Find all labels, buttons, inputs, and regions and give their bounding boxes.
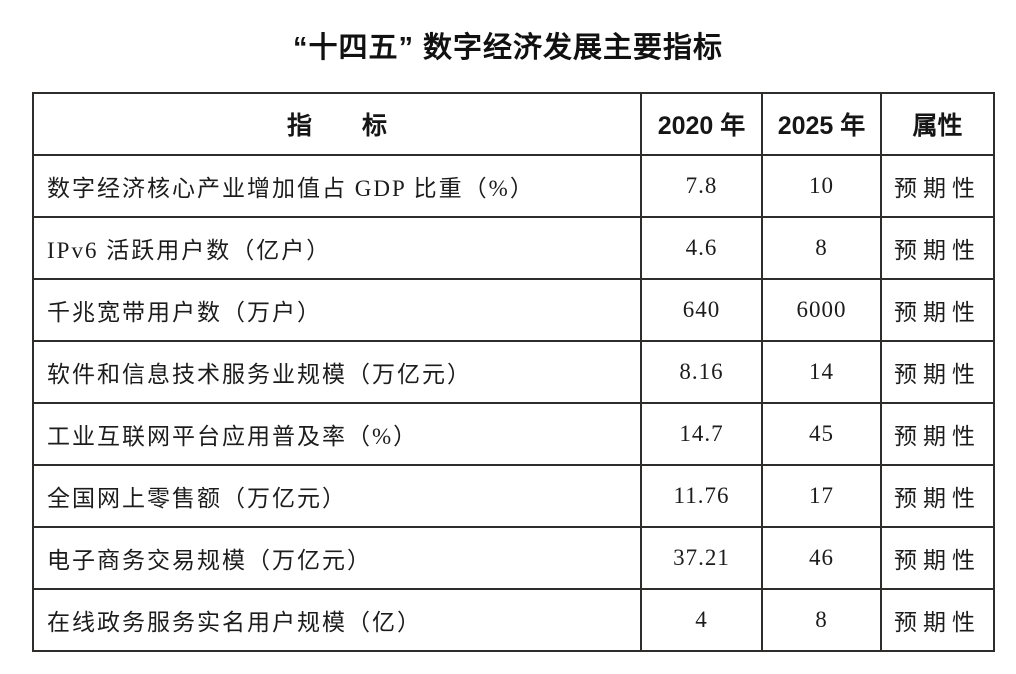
table-row: 在线政务服务实名用户规模（亿） 4 8 预期性 [32, 588, 995, 652]
table-row: 电子商务交易规模（万亿元） 37.21 46 预期性 [32, 526, 995, 590]
value-2020-cell: 37.21 [640, 526, 763, 590]
value-2025-cell: 17 [761, 464, 882, 528]
value-2020-cell: 11.76 [640, 464, 763, 528]
attribute-cell: 预期性 [880, 278, 995, 342]
attribute-cell: 预期性 [880, 216, 995, 280]
indicator-cell: 软件和信息技术服务业规模（万亿元） [32, 340, 642, 404]
table-row: 千兆宽带用户数（万户） 640 6000 预期性 [32, 278, 995, 342]
value-2020-cell: 14.7 [640, 402, 763, 466]
value-2020-cell: 4.6 [640, 216, 763, 280]
value-2025-cell: 8 [761, 588, 882, 652]
indicator-table: 指 标 2020 年 2025 年 属性 数字经济核心产业增加值占 GDP 比重… [32, 92, 995, 652]
indicator-cell: 在线政务服务实名用户规模（亿） [32, 588, 642, 652]
attribute-cell: 预期性 [880, 526, 995, 590]
table-row: 全国网上零售额（万亿元） 11.76 17 预期性 [32, 464, 995, 528]
header-attribute: 属性 [880, 92, 995, 156]
value-2025-cell: 6000 [761, 278, 882, 342]
header-indicator: 指 标 [32, 92, 642, 156]
value-2020-cell: 640 [640, 278, 763, 342]
indicator-cell: 全国网上零售额（万亿元） [32, 464, 642, 528]
value-2020-cell: 8.16 [640, 340, 763, 404]
table-row: 数字经济核心产业增加值占 GDP 比重（%） 7.8 10 预期性 [32, 154, 995, 218]
table-row: 软件和信息技术服务业规模（万亿元） 8.16 14 预期性 [32, 340, 995, 404]
value-2025-cell: 8 [761, 216, 882, 280]
attribute-cell: 预期性 [880, 402, 995, 466]
indicator-cell: 数字经济核心产业增加值占 GDP 比重（%） [32, 154, 642, 218]
indicator-cell: 电子商务交易规模（万亿元） [32, 526, 642, 590]
attribute-cell: 预期性 [880, 588, 995, 652]
table-row: 工业互联网平台应用普及率（%） 14.7 45 预期性 [32, 402, 995, 466]
value-2020-cell: 4 [640, 588, 763, 652]
attribute-cell: 预期性 [880, 340, 995, 404]
attribute-cell: 预期性 [880, 154, 995, 218]
page-title: “十四五” 数字经济发展主要指标 [292, 32, 724, 64]
indicator-cell: 工业互联网平台应用普及率（%） [32, 402, 642, 466]
header-2025: 2025 年 [761, 92, 882, 156]
value-2025-cell: 45 [761, 402, 882, 466]
indicator-cell: IPv6 活跃用户数（亿户） [32, 216, 642, 280]
value-2025-cell: 10 [761, 154, 882, 218]
header-2020: 2020 年 [640, 92, 763, 156]
table-header-row: 指 标 2020 年 2025 年 属性 [32, 92, 995, 156]
value-2020-cell: 7.8 [640, 154, 763, 218]
attribute-cell: 预期性 [880, 464, 995, 528]
table-row: IPv6 活跃用户数（亿户） 4.6 8 预期性 [32, 216, 995, 280]
indicator-cell: 千兆宽带用户数（万户） [32, 278, 642, 342]
value-2025-cell: 46 [761, 526, 882, 590]
value-2025-cell: 14 [761, 340, 882, 404]
